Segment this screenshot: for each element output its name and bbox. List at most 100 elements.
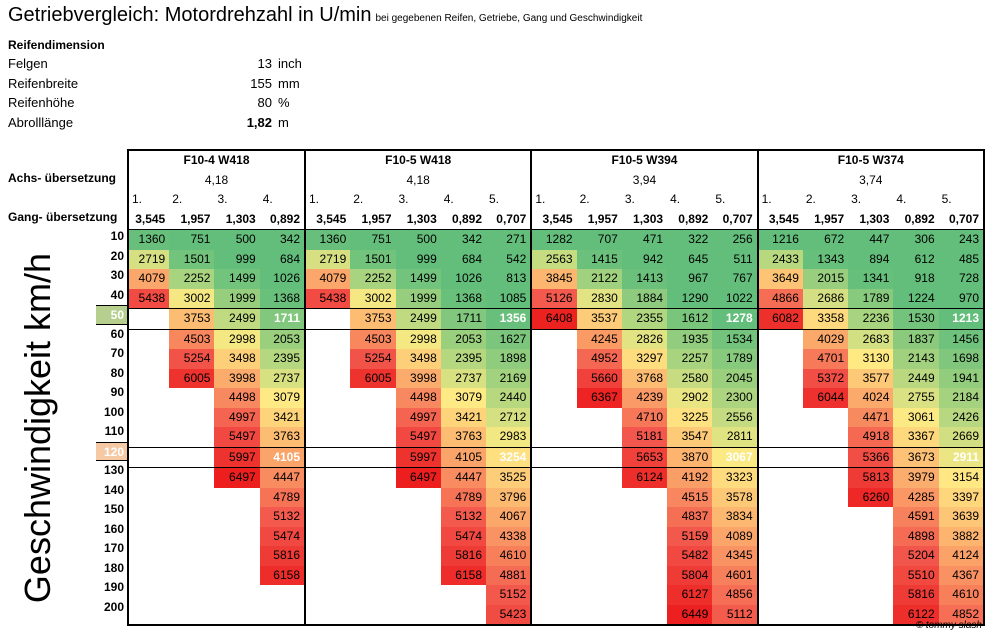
rpm-cell: 3979 — [893, 467, 939, 488]
rpm-cell: 6158 — [440, 565, 486, 585]
rpm-cell: 2169 — [486, 368, 532, 388]
gear-number: 1. — [530, 190, 577, 210]
rpm-cell — [756, 526, 803, 546]
speed-row: 5423 6449 5112 6122 4852 — [126, 604, 986, 626]
tire-value: 13 — [257, 56, 272, 71]
rpm-cell: 3002 — [350, 288, 396, 309]
rpm-cell: 2712 — [486, 407, 532, 427]
rpm-cell — [169, 585, 214, 605]
gear-number: 5. — [715, 192, 726, 207]
rpm-cell: 2998 — [214, 329, 260, 349]
axle-ratio: 4,18 — [303, 170, 532, 190]
rpm-cell: 1341 — [848, 269, 894, 289]
speed-label: 90 — [110, 385, 124, 399]
rpm-cell: 2143 — [893, 349, 939, 369]
gear-ratio-row: 3,545 1,957 1,303 0,892 3,545 1,957 1,303 0,892… — [126, 209, 986, 230]
gear-number: 4. — [443, 192, 454, 207]
rpm-cell — [126, 585, 170, 605]
gear-ratio: 0,892 — [667, 209, 713, 230]
rpm-cell: 5438 — [126, 288, 170, 309]
rpm-cell — [214, 585, 259, 605]
rpm-cell: 4710 — [621, 407, 668, 427]
rpm-table: F10-4 W418 F10-5 W418 F10-5 W394 F10-5 W374… — [126, 149, 986, 626]
rpm-cell: 767 — [712, 269, 758, 289]
rpm-cell: 1898 — [486, 349, 532, 369]
rpm-cell: 3753 — [350, 308, 396, 330]
tire-row: Felgen 13 inch — [8, 54, 302, 74]
rpm-cell: 1085 — [486, 288, 532, 309]
rpm-cell: 3845 — [530, 269, 577, 289]
rpm-cell: 2686 — [802, 288, 849, 309]
rpm-cell: 4866 — [756, 288, 803, 309]
speed-label: 110 — [104, 424, 124, 438]
rpm-cell: 6260 — [848, 487, 894, 507]
rpm-cell: 471 — [621, 229, 668, 250]
rpm-cell: 4105 — [440, 446, 486, 468]
rpm-cell: 4239 — [621, 388, 668, 408]
rpm-cell: 1499 — [214, 269, 260, 289]
rpm-cell — [756, 388, 803, 408]
rpm-cell — [577, 585, 622, 605]
tire-unit: mm — [278, 75, 300, 91]
rpm-cell: 322 — [667, 229, 713, 250]
rpm-cell — [577, 527, 622, 547]
rpm-cell: 1026 — [440, 269, 486, 289]
gear-number: 3. — [217, 192, 228, 207]
rpm-cell: 813 — [486, 269, 532, 289]
rpm-cell — [396, 507, 441, 527]
speed-row: 5254 3498 2395 5254 3498 2395 1898 4952 3297 2257… — [126, 349, 986, 369]
rpm-cell — [303, 446, 351, 468]
rpm-cell: 3297 — [621, 349, 668, 369]
rpm-cell — [530, 407, 577, 427]
gear-ratio: 0,892 — [440, 209, 486, 230]
rpm-cell: 967 — [667, 269, 713, 289]
rpm-cell: 2355 — [621, 308, 668, 330]
rpm-cell: 6497 — [214, 467, 260, 488]
rpm-cell — [803, 488, 848, 508]
gear-ratio-label: Gang- übersetzung — [8, 210, 118, 224]
rpm-cell — [577, 408, 622, 428]
rpm-cell — [395, 604, 441, 626]
gear-ratio: 3,545 — [303, 209, 351, 230]
rpm-cell — [530, 446, 577, 468]
rpm-cell: 3768 — [621, 368, 668, 388]
rpm-cell — [440, 604, 486, 626]
rpm-cell — [803, 566, 848, 586]
rpm-cell: 3130 — [848, 349, 894, 369]
gear-ratio: 1,957 — [350, 209, 396, 230]
rpm-cell: 2053 — [259, 329, 305, 349]
gear-ratio: 0,892 — [259, 209, 305, 230]
rpm-cell: 5372 — [802, 368, 849, 388]
rpm-cell — [126, 446, 170, 468]
rpm-cell: 1499 — [395, 269, 441, 289]
rpm-cell — [756, 427, 803, 447]
speed-row: 4789 4789 3796 4515 3578 6260 4285 3397 — [126, 487, 986, 508]
rpm-cell — [126, 427, 170, 447]
rpm-cell: 1941 — [938, 368, 986, 388]
rpm-cell — [622, 585, 667, 605]
rpm-cell — [530, 604, 577, 626]
rpm-cell — [396, 566, 441, 586]
rpm-cell — [396, 527, 441, 547]
rpm-cell: 2236 — [848, 308, 894, 330]
gear-number: 2. — [353, 192, 364, 207]
gear-number-row: 1. 2. 3. 4. 1. 2. 3. 4. 5. 1. 2. 3. 4. 5. 1. 2. 3. 4. 5. — [126, 190, 986, 210]
rpm-cell: 3547 — [667, 427, 713, 447]
rpm-cell: 4881 — [486, 565, 532, 585]
rpm-cell: 3367 — [893, 427, 939, 447]
rpm-cell: 2015 — [802, 269, 849, 289]
rpm-cell: 2395 — [440, 349, 486, 369]
rpm-cell: 2499 — [395, 308, 441, 330]
rpm-cell — [350, 507, 395, 527]
rpm-cell: 4029 — [802, 329, 849, 349]
tire-unit: m — [278, 114, 289, 130]
rpm-cell: 5474 — [259, 526, 305, 546]
rpm-cell: 1501 — [169, 249, 215, 269]
rpm-cell: 243 — [938, 229, 986, 250]
rpm-cell: 5181 — [621, 427, 668, 447]
gear-number: 4. — [262, 192, 273, 207]
gearbox-name: F10-5 W374 — [756, 149, 986, 171]
rpm-cell: 707 — [576, 229, 622, 250]
rpm-cell — [303, 526, 351, 546]
speed-row: 5997 4105 5997 4105 3254 5653 3870 3067 5366 3673… — [126, 446, 986, 468]
